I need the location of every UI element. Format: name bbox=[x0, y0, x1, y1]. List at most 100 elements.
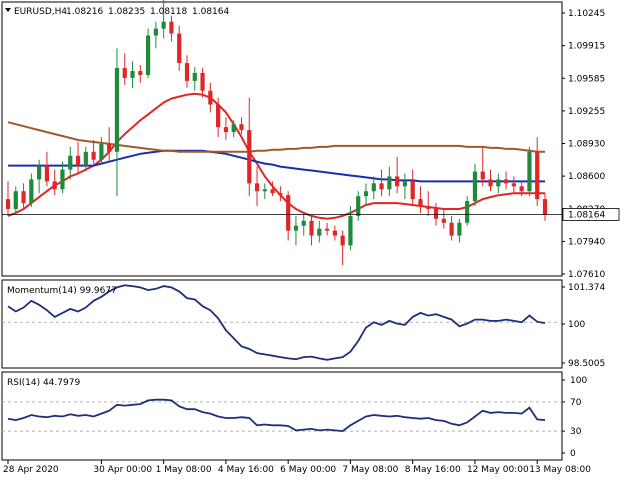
candle-body bbox=[379, 183, 384, 190]
momentum-title: Momentum(14) 99.9677 bbox=[7, 286, 117, 296]
candle bbox=[535, 137, 540, 207]
candle bbox=[472, 163, 478, 207]
time-tick-label: 6 May 00:00 bbox=[280, 465, 336, 475]
candle bbox=[496, 173, 501, 194]
candle bbox=[60, 161, 65, 194]
candle-body bbox=[169, 21, 174, 34]
candle-body bbox=[418, 199, 423, 207]
candle-body bbox=[542, 199, 548, 215]
candle bbox=[317, 220, 322, 243]
candle bbox=[488, 169, 493, 192]
candle-body bbox=[324, 228, 330, 231]
candle bbox=[208, 82, 213, 113]
candle bbox=[480, 146, 485, 187]
candle-body bbox=[371, 183, 376, 192]
candle-body bbox=[83, 151, 88, 166]
candle bbox=[161, 0, 166, 39]
momentum-axis: 101.374 100 98.5005 bbox=[562, 283, 605, 369]
candle-body bbox=[535, 151, 540, 200]
momentum-line bbox=[7, 284, 546, 361]
price-tick-label: 1.08600 bbox=[568, 172, 605, 182]
candle bbox=[418, 186, 423, 213]
momentum-pane-frame bbox=[1, 279, 563, 369]
chart-header: EURUSD,H4 1.08216 1.08235 1.08118 1.0816… bbox=[5, 7, 229, 17]
rsi-line bbox=[7, 398, 546, 433]
candle bbox=[68, 146, 73, 180]
candle bbox=[29, 173, 34, 207]
candle bbox=[457, 218, 462, 243]
candle-body bbox=[270, 189, 275, 194]
current-price-tag-box bbox=[562, 208, 620, 221]
time-tick-label: 12 May 00:00 bbox=[467, 465, 529, 475]
candlesticks bbox=[5, 0, 548, 266]
ohlc-low: 1.08118 bbox=[150, 7, 187, 17]
chevron-down-icon[interactable] bbox=[5, 8, 11, 12]
candle-body bbox=[29, 179, 34, 204]
price-tick-label: 1.07610 bbox=[568, 270, 605, 280]
candle bbox=[177, 25, 182, 71]
candle-body bbox=[309, 220, 314, 236]
momentum-series bbox=[7, 284, 546, 361]
price-tick-label: 1.09585 bbox=[568, 74, 605, 84]
rsi-title: RSI(14) 44.7979 bbox=[7, 378, 80, 388]
candle-body bbox=[91, 151, 96, 160]
candle bbox=[371, 176, 376, 200]
candle-body bbox=[184, 63, 190, 81]
candle-body bbox=[286, 195, 291, 231]
ohlc-open: 1.08216 bbox=[66, 7, 103, 17]
candle bbox=[262, 183, 267, 200]
candle bbox=[37, 159, 42, 194]
candle-body bbox=[387, 176, 392, 190]
candle-body bbox=[231, 124, 236, 133]
candle bbox=[402, 173, 408, 200]
time-tick-label: 4 May 16:00 bbox=[218, 465, 274, 475]
candle bbox=[91, 139, 96, 164]
candle-body bbox=[278, 193, 283, 196]
candle-body bbox=[480, 171, 485, 180]
price-axis: 1.10245 1.09915 1.09585 1.09255 1.08930 1.086… bbox=[562, 9, 605, 280]
candle-body bbox=[44, 165, 50, 182]
price-tick-label: 1.09255 bbox=[568, 107, 605, 117]
time-tick-label: 30 Apr 00:00 bbox=[93, 465, 152, 475]
candle-body bbox=[130, 71, 135, 78]
candle-body bbox=[488, 179, 493, 187]
candle-body bbox=[301, 220, 306, 226]
candle-body bbox=[5, 199, 11, 209]
candle-body bbox=[161, 21, 166, 29]
candle bbox=[138, 65, 143, 83]
candle-body bbox=[402, 181, 408, 187]
candle bbox=[13, 186, 18, 214]
rsi-axis: 100 70 30 0 bbox=[562, 376, 587, 459]
candle bbox=[247, 97, 252, 197]
ohlc-close: 1.08164 bbox=[192, 7, 229, 17]
candle bbox=[231, 120, 236, 138]
candle bbox=[52, 169, 57, 196]
rsi-tick-label: 0 bbox=[570, 449, 576, 459]
candle-body bbox=[192, 72, 197, 81]
candle bbox=[340, 230, 345, 266]
price-tick-label: 1.07940 bbox=[568, 237, 605, 247]
candle-body bbox=[465, 201, 470, 223]
candle bbox=[21, 183, 26, 209]
candle-body bbox=[332, 230, 337, 236]
price-pane: 1.10245 1.09915 1.09585 1.09255 1.08930 1.086… bbox=[1, 0, 620, 280]
candle-body bbox=[75, 155, 81, 166]
candle-body bbox=[441, 218, 446, 223]
candle bbox=[527, 146, 532, 197]
momentum-tick-label: 101.374 bbox=[568, 283, 605, 293]
candle bbox=[379, 169, 384, 197]
candle-body bbox=[503, 179, 509, 184]
candle bbox=[278, 186, 283, 202]
candle-body bbox=[527, 151, 532, 192]
candle bbox=[44, 151, 50, 187]
candle bbox=[83, 146, 88, 172]
momentum-pane: 101.374 100 98.5005 Momentum(14) 99.9677 bbox=[1, 279, 605, 369]
candle-body bbox=[60, 169, 65, 190]
candle-body bbox=[472, 171, 478, 202]
rsi-pane-frame bbox=[1, 371, 563, 461]
candle bbox=[75, 141, 81, 174]
candle bbox=[519, 181, 524, 197]
candle-body bbox=[223, 127, 229, 133]
candle bbox=[216, 97, 221, 138]
